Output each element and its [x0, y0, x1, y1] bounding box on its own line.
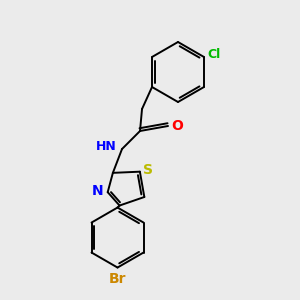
Text: HN: HN	[96, 140, 117, 154]
Text: S: S	[143, 163, 153, 177]
Text: N: N	[92, 184, 104, 198]
Text: Br: Br	[109, 272, 126, 286]
Text: O: O	[171, 119, 183, 133]
Text: Cl: Cl	[207, 49, 220, 62]
